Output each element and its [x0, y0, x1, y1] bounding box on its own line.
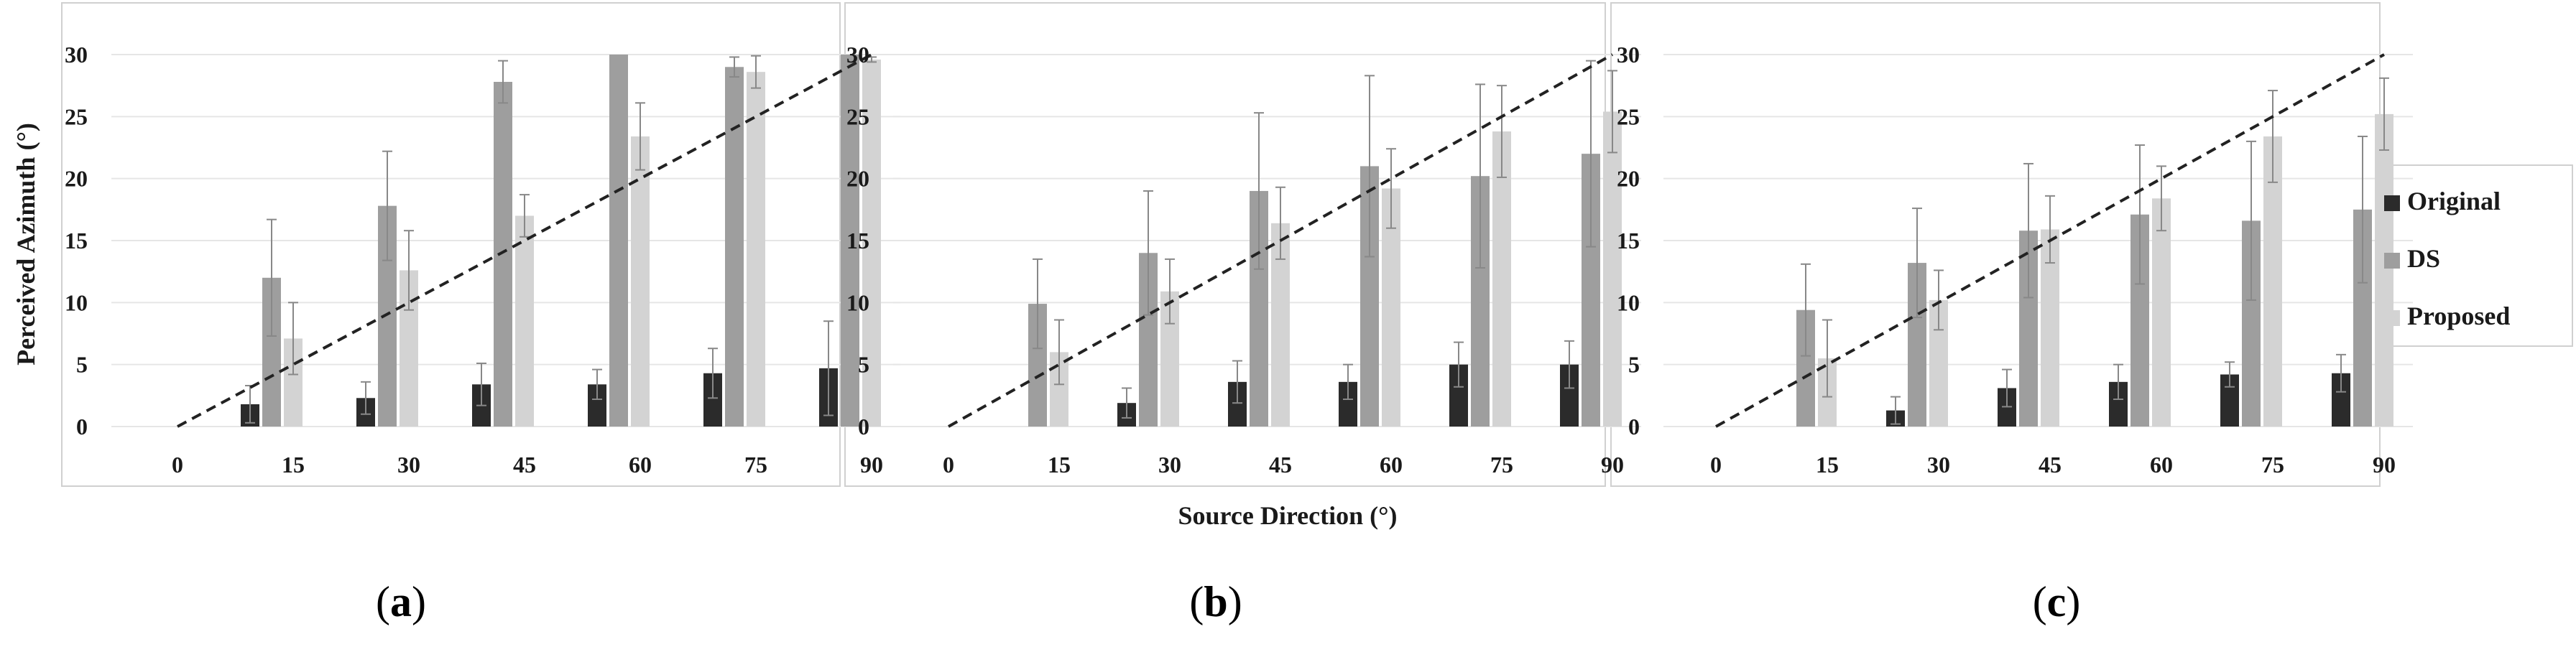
y-tick-label: 15 [65, 228, 88, 253]
chart-b: 0 5 10 15 20 25 30 0 15 30 45 60 75 90 [846, 42, 1641, 478]
bar-proposed [747, 72, 765, 427]
bar-proposed [2375, 113, 2393, 427]
x-tick-label: 30 [1158, 452, 1181, 478]
legend-swatch-ds [2384, 253, 2400, 269]
bar-ds [494, 81, 512, 427]
y-tick-label: 10 [65, 289, 88, 315]
y-tick-label: 0 [1628, 414, 1640, 439]
y-tick-label: 5 [858, 352, 869, 378]
panel-frames [61, 2, 2573, 487]
y-tick-label: 20 [1617, 166, 1640, 192]
y-tick-label: 10 [846, 289, 869, 315]
x-tick-label: 75 [744, 452, 767, 478]
panel-labels: (a) (b) (c) [376, 578, 2080, 625]
panel-frame-a [61, 2, 841, 487]
legend-label-original: Original [2407, 187, 2501, 215]
panel-frame-b [844, 2, 1606, 487]
x-axis-title: Source Direction (°) [1178, 501, 1398, 530]
x-tick-label: 30 [1927, 452, 1950, 478]
bar-ds [841, 55, 859, 427]
bar-ds [609, 55, 628, 427]
y-tick-label: 20 [65, 166, 88, 192]
x-tick-label: 0 [943, 452, 954, 478]
legend-swatch-proposed [2384, 310, 2400, 326]
panel-label-c: (c) [2033, 578, 2081, 625]
x-tick-label: 0 [1710, 452, 1722, 478]
x-tick-label: 45 [2039, 452, 2062, 478]
panel-label-a: (a) [376, 578, 426, 625]
y-tick-label: 15 [846, 228, 869, 253]
legend-label-ds: DS [2407, 244, 2440, 273]
x-tick-label: 75 [1490, 452, 1513, 478]
x-tick-label: 60 [2150, 452, 2173, 478]
y-tick-label: 30 [1617, 42, 1640, 68]
chart-c: 0 5 10 15 20 25 30 0 15 30 45 60 75 90 [1617, 42, 2413, 478]
x-tick-label: 90 [860, 452, 883, 478]
reference-line [1715, 53, 2385, 428]
x-tick-label: 0 [172, 452, 183, 478]
x-tick-label: 15 [282, 452, 305, 478]
bar-proposed [1603, 111, 1622, 427]
y-tick-label: 10 [1617, 289, 1640, 315]
legend: Original DS Proposed [2384, 187, 2510, 330]
legend-swatch-original [2384, 195, 2400, 211]
y-tick-label: 0 [76, 414, 88, 439]
x-tick-label: 90 [2373, 452, 2396, 478]
y-tick-label: 25 [65, 103, 88, 129]
bar-proposed [1492, 131, 1511, 427]
reference-line [948, 53, 1613, 428]
y-tick-label: 20 [846, 166, 869, 192]
y-tick-label: 25 [1617, 103, 1640, 129]
x-tick-label: 75 [2261, 452, 2284, 478]
x-tick-label: 15 [1048, 452, 1071, 478]
bar-proposed [515, 215, 534, 427]
bar-ds [725, 67, 744, 427]
y-tick-label: 15 [1617, 228, 1640, 253]
bar-proposed [2152, 198, 2171, 427]
x-tick-label: 60 [629, 452, 652, 478]
y-tick-label: 5 [1628, 352, 1640, 378]
bar-proposed [631, 136, 650, 427]
x-tick-label: 30 [397, 452, 420, 478]
x-tick-label: 90 [1601, 452, 1624, 478]
panel-label-b: (b) [1189, 578, 1242, 625]
y-tick-label: 5 [76, 352, 88, 378]
bar-proposed [862, 59, 881, 427]
y-tick-label: 25 [846, 103, 869, 129]
x-tick-label: 45 [1269, 452, 1292, 478]
bar-proposed [2263, 136, 2282, 427]
y-axis-title: Perceived Azimuth (°) [11, 123, 40, 366]
y-tick-label: 30 [846, 42, 869, 68]
x-tick-label: 60 [1380, 452, 1403, 478]
x-tick-label: 15 [1816, 452, 1839, 478]
x-tick-label: 45 [513, 452, 536, 478]
y-tick-label: 0 [858, 414, 869, 439]
y-tick-label: 30 [65, 42, 88, 68]
chart-a: 0 5 10 15 20 25 30 0 15 30 45 60 75 90 [65, 42, 900, 478]
legend-label-proposed: Proposed [2407, 302, 2510, 330]
